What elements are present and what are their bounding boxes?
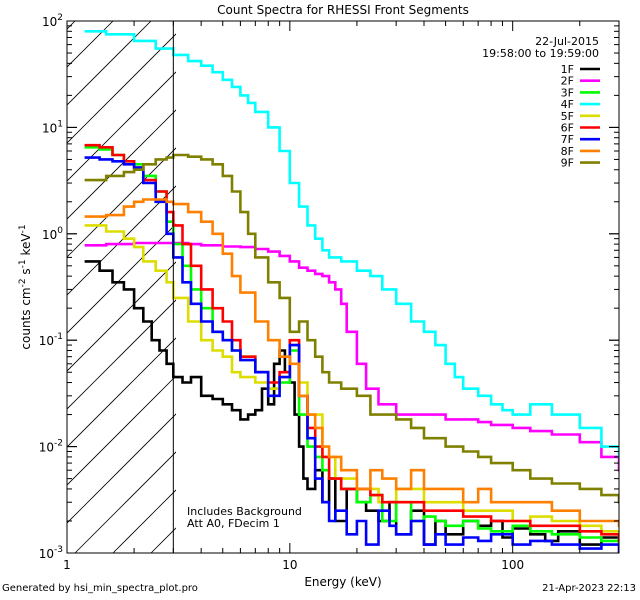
chart-title: Count Spectra for RHESSI Front Segments [217, 3, 469, 17]
hatch-line [67, 375, 176, 486]
legend-label-7F: 7F [561, 133, 574, 146]
hatch-line [227, 0, 640, 553]
hatch-line [67, 413, 176, 524]
plot-frame [66, 20, 620, 554]
axis-ticks [66, 20, 620, 554]
legend-label-9F: 9F [561, 157, 574, 170]
hatch-line [67, 33, 176, 144]
annotation-background: Includes Background [187, 505, 302, 518]
x-tick-labels: 1 10 100 [63, 558, 524, 572]
series-5F [84, 224, 619, 539]
date-label: 22-Jul-2015 [535, 35, 599, 48]
y-tick-label: 102 [42, 13, 63, 29]
time-range-label: 19:58:00 to 19:59:00 [482, 47, 599, 60]
footer-timestamp: 21-Apr-2023 22:13 [542, 583, 636, 594]
hatch-line [67, 185, 176, 296]
y-tick-label: 10-3 [39, 545, 63, 561]
legend-label-3F: 3F [561, 86, 574, 99]
footer-generated-by: Generated by hsi_min_spectra_plot.pro [2, 583, 198, 594]
hatch-line [67, 71, 176, 182]
y-tick-label: 10-2 [39, 439, 63, 455]
x-tick-label: 10 [282, 558, 297, 572]
y-tick-label: 101 [42, 119, 63, 135]
hatch-line [67, 21, 76, 30]
annotation-attenuator: Att A0, FDecim 1 [187, 517, 280, 530]
hatched-region [67, 0, 640, 553]
legend-label-4F: 4F [561, 98, 574, 111]
legend-label-2F: 2F [561, 75, 574, 88]
hatch-line [74, 451, 176, 553]
series-7F [84, 156, 619, 553]
series-4F [84, 30, 619, 459]
hatch-line [67, 21, 152, 106]
legend-label-8F: 8F [561, 145, 574, 158]
legend-label-6F: 6F [561, 122, 574, 135]
legend-label-5F: 5F [561, 110, 574, 123]
series-layer [84, 30, 619, 553]
x-tick-label: 1 [63, 558, 71, 572]
hatch-line [67, 109, 176, 220]
x-axis-label: Energy (keV) [304, 575, 381, 589]
x-tick-label: 100 [501, 558, 524, 572]
y-tick-label: 100 [42, 226, 63, 242]
hatch-line [67, 337, 176, 448]
y-tick-labels: 102 101 100 10-1 10-2 10-3 [39, 13, 64, 561]
legend-label-1F: 1F [561, 63, 574, 76]
hatch-line [67, 223, 176, 334]
y-tick-label: 10-1 [39, 332, 63, 348]
hatch-line [67, 261, 176, 372]
y-axis-label: counts cm-2 s-1 keV-1 [18, 224, 33, 349]
